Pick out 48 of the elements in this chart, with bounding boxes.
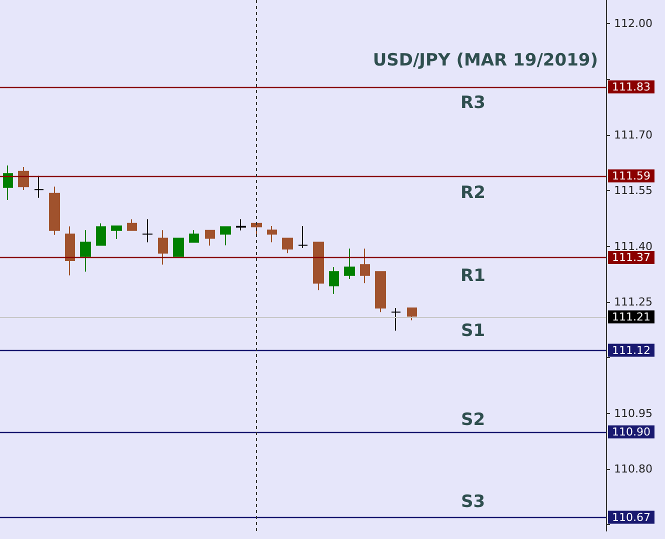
ref-line-label: 111.59 — [612, 169, 650, 182]
candlestick — [18, 166, 29, 190]
annotation: R1 — [460, 266, 486, 286]
candlestick — [282, 238, 293, 254]
candlestick — [96, 222, 106, 246]
annotation: R3 — [460, 93, 486, 113]
y-tick-label: 110.95 — [614, 406, 652, 420]
annotation: S3 — [460, 492, 486, 512]
candlestick — [111, 225, 122, 240]
ref-line-label: 111.12 — [612, 344, 650, 357]
candlestick — [127, 218, 137, 231]
candlestick — [142, 218, 153, 243]
y-tick-label: 112.00 — [614, 17, 652, 30]
y-tick-label: 111.70 — [614, 128, 652, 142]
candlestick — [391, 307, 401, 332]
annotation: S2 — [460, 410, 486, 430]
candlestick — [49, 186, 60, 236]
candlestick — [329, 266, 339, 294]
y-tick-label: 111.25 — [614, 296, 652, 309]
candlestick — [251, 222, 262, 236]
candlestick — [220, 226, 231, 246]
candlestick — [65, 226, 75, 276]
candlestick — [205, 230, 215, 246]
ref-line-label: 111.21 — [612, 310, 650, 324]
candlestick — [80, 230, 91, 272]
candlestick — [298, 225, 308, 248]
text: USD/JPY (MAR 19/2019) — [372, 50, 598, 70]
candlestick — [360, 248, 370, 284]
candlestick — [344, 248, 355, 280]
candlestick — [3, 164, 13, 201]
candlestick — [34, 175, 44, 198]
candlestick — [267, 225, 277, 243]
ref-line-label: 111.83 — [612, 80, 650, 94]
candlestick — [236, 218, 246, 231]
candlestick — [158, 230, 168, 266]
candlestick — [189, 230, 199, 243]
candlestick — [407, 307, 417, 321]
annotation: R2 — [460, 183, 486, 203]
ref-line-label: 111.37 — [612, 251, 650, 264]
candlestick — [313, 242, 324, 291]
y-tick-label: 110.80 — [614, 462, 652, 476]
candlestick — [375, 271, 386, 313]
ref-line-label: 110.67 — [612, 510, 650, 524]
y-tick-label: 111.55 — [614, 184, 652, 198]
y-tick-label: 111.40 — [614, 240, 652, 253]
candlestick — [173, 238, 184, 257]
ref-line-label: 110.90 — [612, 425, 650, 438]
annotation: S1 — [460, 321, 486, 341]
